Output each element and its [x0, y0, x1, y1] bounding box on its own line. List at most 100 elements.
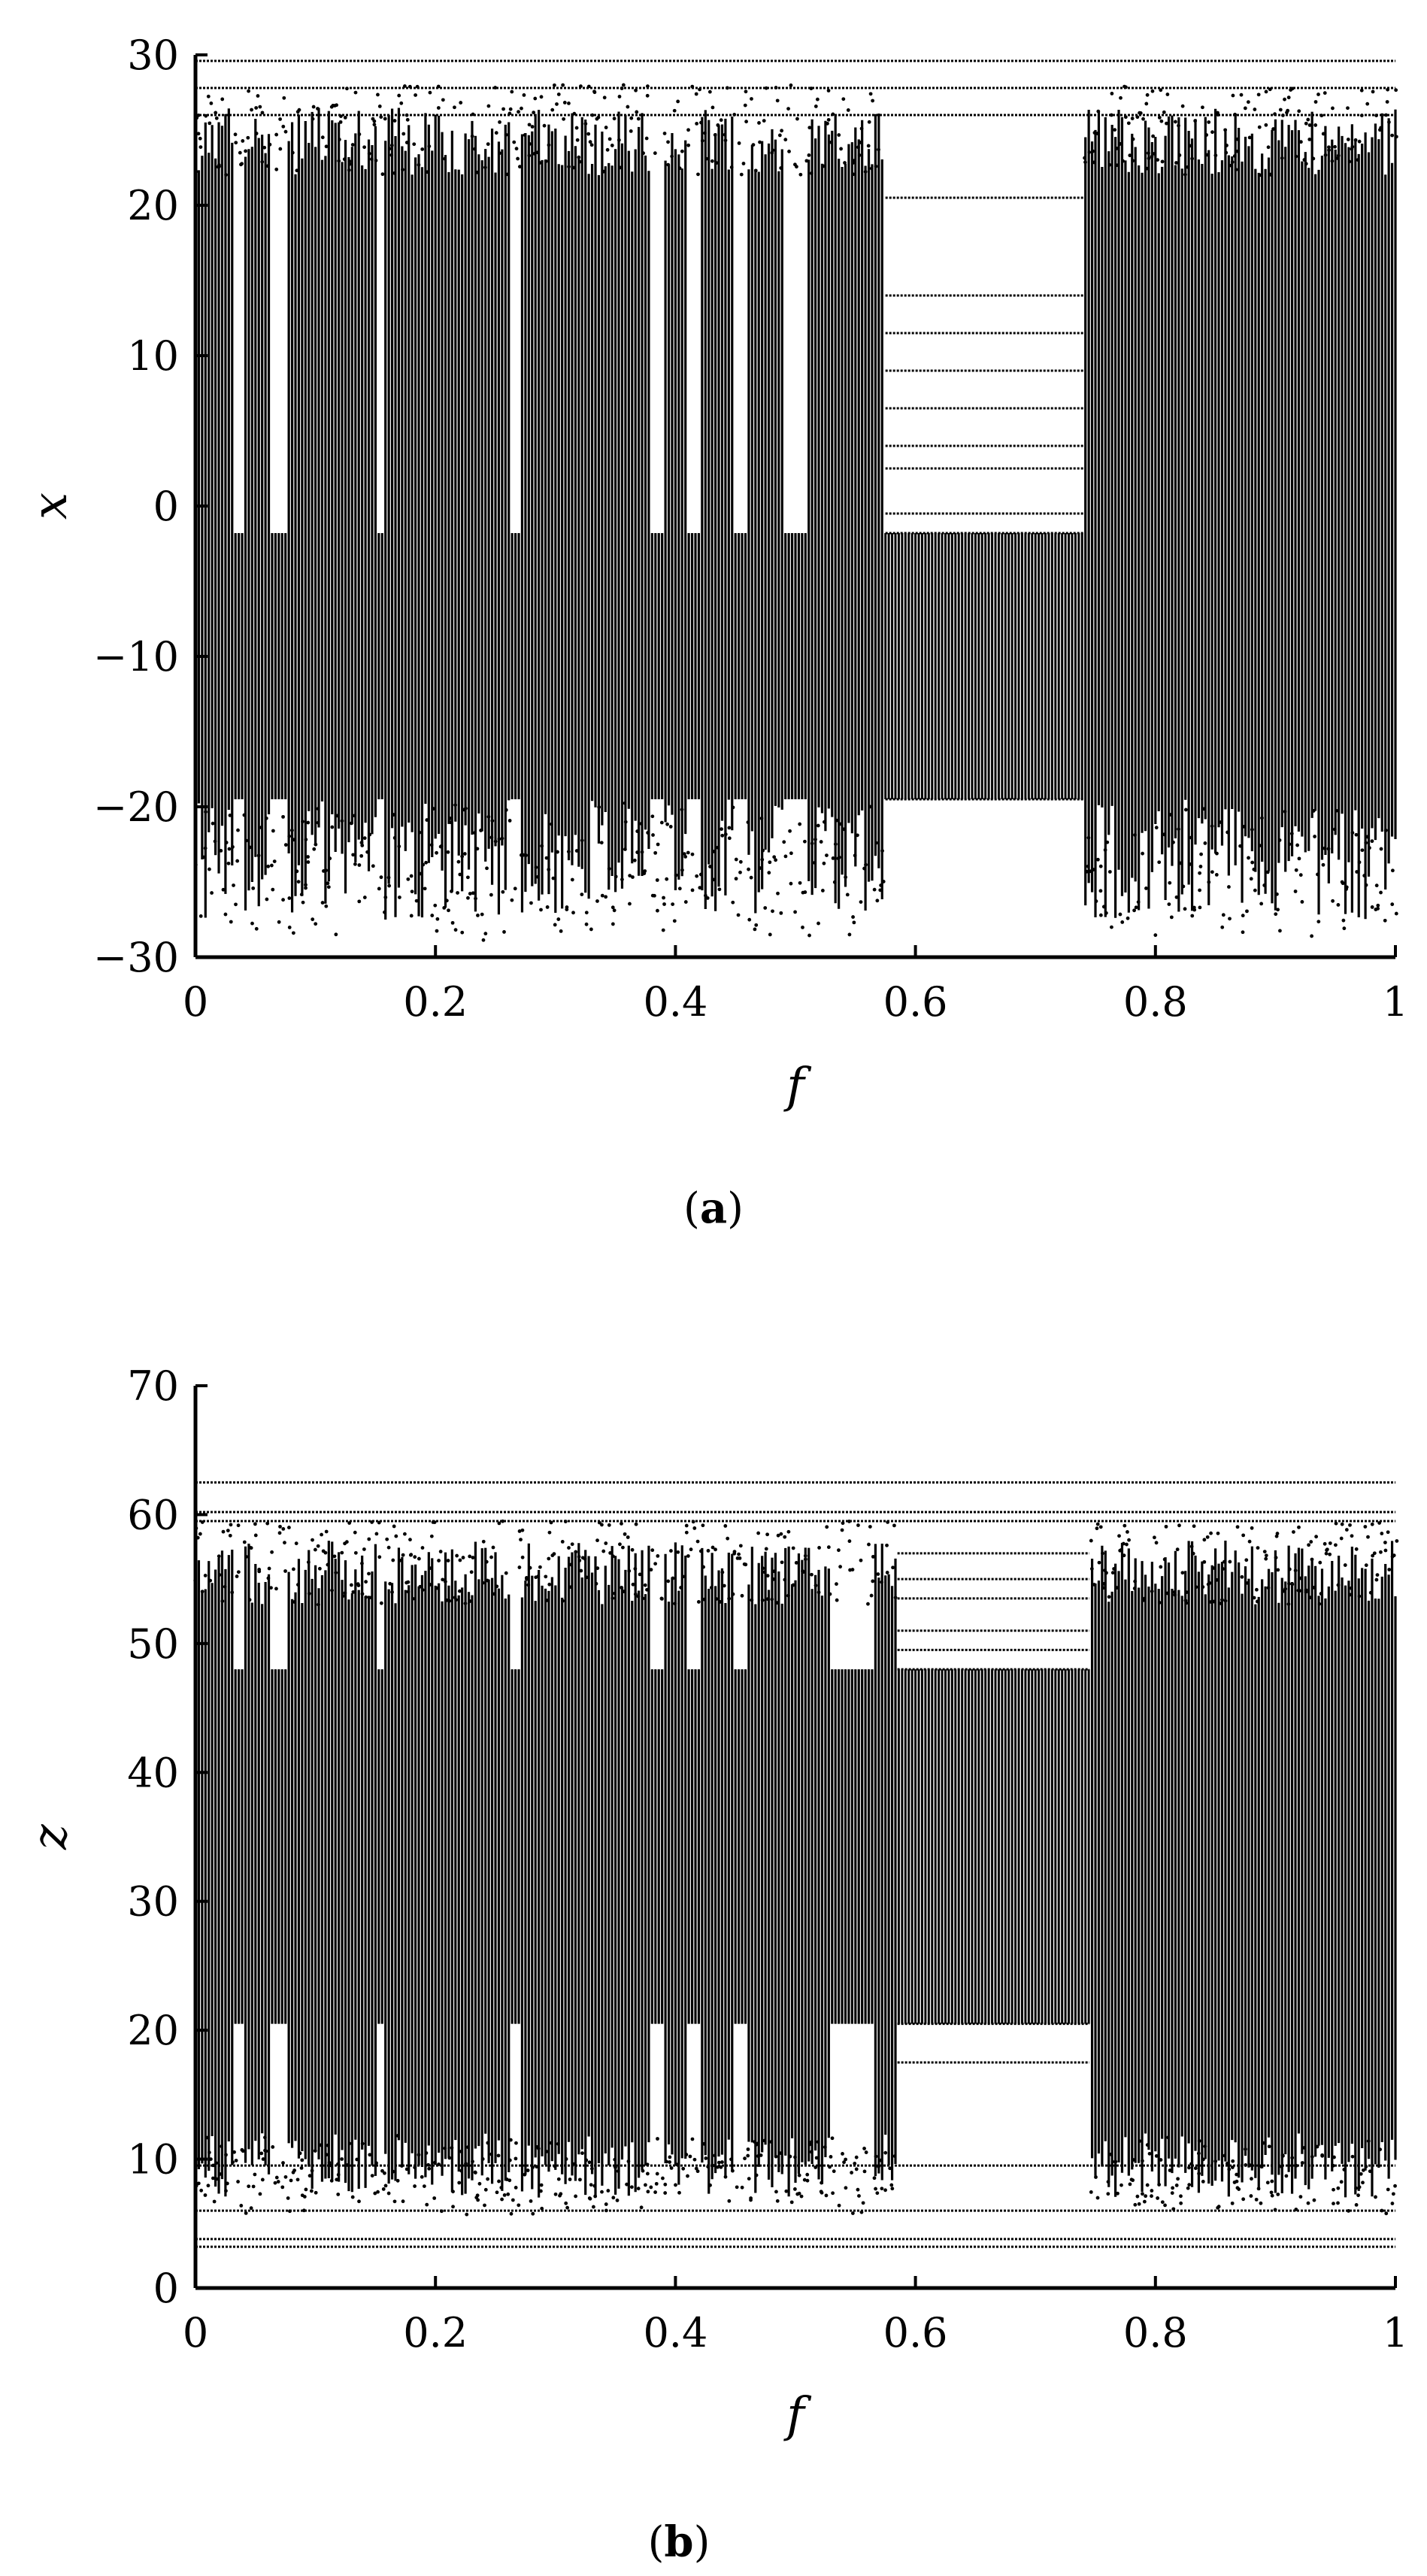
bifurcation-point — [386, 875, 391, 880]
bifurcation-point — [539, 2183, 544, 2187]
bifurcation-point — [1261, 2141, 1265, 2145]
bifurcation-point — [1141, 2192, 1144, 2196]
bifurcation-point — [256, 94, 260, 98]
bifurcation-point — [583, 122, 588, 126]
bifurcation-point — [853, 853, 857, 858]
bifurcation-point — [259, 2151, 264, 2156]
bifurcation-point — [490, 819, 495, 823]
bifurcation-point — [369, 157, 374, 162]
bifurcation-point — [214, 2161, 218, 2165]
bifurcation-point — [668, 2155, 672, 2159]
bifurcation-point — [553, 83, 556, 87]
bifurcation-point — [420, 1546, 425, 1550]
bifurcation-point — [1383, 828, 1388, 832]
bifurcation-point — [377, 105, 382, 108]
bifurcation-point — [1132, 1587, 1137, 1590]
bifurcation-point — [863, 170, 868, 174]
bifurcation-point — [539, 95, 544, 99]
bifurcation-point — [212, 2199, 217, 2204]
bifurcation-point — [1379, 126, 1383, 130]
bifurcation-point — [753, 927, 757, 932]
bifurcation-point — [731, 1592, 735, 1596]
bifurcation-point — [1346, 106, 1350, 111]
bifurcation-point — [880, 2187, 884, 2191]
bifurcation-point — [763, 906, 768, 910]
bifurcation-point — [283, 843, 288, 847]
bifurcation-point — [336, 2172, 341, 2177]
bifurcation-point — [709, 1586, 714, 1590]
bifurcation-point — [1174, 2184, 1179, 2187]
bifurcation-point — [301, 820, 304, 824]
bifurcation-point — [1190, 914, 1195, 918]
bifurcation-point — [1250, 1526, 1254, 1530]
bifurcation-point — [636, 117, 641, 121]
bifurcation-point — [489, 893, 493, 897]
bifurcation-point — [353, 1550, 358, 1555]
bifurcation-point — [599, 841, 604, 845]
bifurcation-point — [692, 2157, 697, 2162]
bifurcation-point — [290, 150, 295, 155]
bifurcation-point — [475, 170, 480, 174]
bifurcation-point — [779, 911, 783, 915]
bifurcation-point — [1198, 888, 1201, 893]
bifurcation-point — [1106, 2192, 1110, 2196]
bifurcation-point — [1302, 2146, 1307, 2150]
bifurcation-point — [774, 2190, 778, 2194]
bifurcation-point — [241, 139, 245, 143]
bifurcation-point — [600, 1523, 604, 1527]
bifurcation-point — [888, 2166, 892, 2171]
bifurcation-point — [841, 2152, 844, 2156]
bifurcation-point — [676, 1550, 680, 1554]
bifurcation-point — [520, 106, 523, 111]
bifurcation-point — [244, 2211, 248, 2215]
bifurcation-point — [635, 850, 640, 854]
bifurcation-point — [281, 124, 286, 129]
bifurcation-point — [1175, 1547, 1180, 1552]
bifurcation-point — [514, 2156, 518, 2161]
bifurcation-point — [641, 151, 645, 156]
bifurcation-point — [1160, 159, 1165, 164]
bifurcation-point — [1232, 154, 1237, 158]
bifurcation-point — [320, 135, 325, 140]
bifurcation-point — [842, 2160, 846, 2165]
panel-b-x-tick-labels: 0 0.2 0.4 0.6 0.8 1 — [183, 2309, 1408, 2356]
bifurcation-point — [265, 897, 269, 902]
bifurcation-point — [432, 2196, 437, 2200]
bifurcation-point — [540, 844, 544, 848]
bifurcation-point — [319, 2143, 323, 2147]
bifurcation-point — [260, 159, 265, 164]
bifurcation-point — [277, 1531, 282, 1535]
bifurcation-point — [198, 914, 203, 918]
bifurcation-point — [504, 808, 508, 812]
bifurcation-point — [1379, 1550, 1383, 1554]
bifurcation-point — [890, 2187, 895, 2191]
bifurcation-point — [1327, 145, 1331, 150]
bifurcation-point — [287, 896, 292, 900]
bifurcation-point — [1296, 1588, 1301, 1593]
panel-a-x-tick-labels: 0 0.2 0.4 0.6 0.8 1 — [183, 978, 1408, 1026]
bifurcation-point — [311, 1538, 314, 1542]
bifurcation-point — [880, 1580, 884, 1584]
bifurcation-point — [742, 1562, 747, 1566]
bifurcation-point — [705, 896, 710, 900]
bifurcation-point — [844, 2186, 848, 2190]
bifurcation-point — [228, 1533, 232, 1538]
bifurcation-point — [1128, 2182, 1132, 2187]
bifurcation-point — [1227, 2167, 1232, 2171]
bifurcation-point — [729, 165, 734, 169]
bifurcation-point — [636, 2187, 641, 2191]
bifurcation-point — [1235, 2179, 1239, 2184]
bifurcation-point — [1332, 2187, 1335, 2192]
bifurcation-point — [874, 164, 878, 168]
bifurcation-point — [1121, 159, 1126, 163]
bifurcation-point — [1360, 848, 1365, 853]
bifurcation-point — [441, 98, 445, 102]
bifurcation-point — [326, 885, 331, 889]
bifurcation-point — [720, 1570, 725, 1574]
bifurcation-point — [872, 887, 877, 892]
bifurcation-point — [1083, 156, 1087, 160]
bifurcation-point — [433, 2160, 437, 2165]
bifurcation-point — [747, 917, 752, 922]
bifurcation-point — [357, 899, 362, 904]
